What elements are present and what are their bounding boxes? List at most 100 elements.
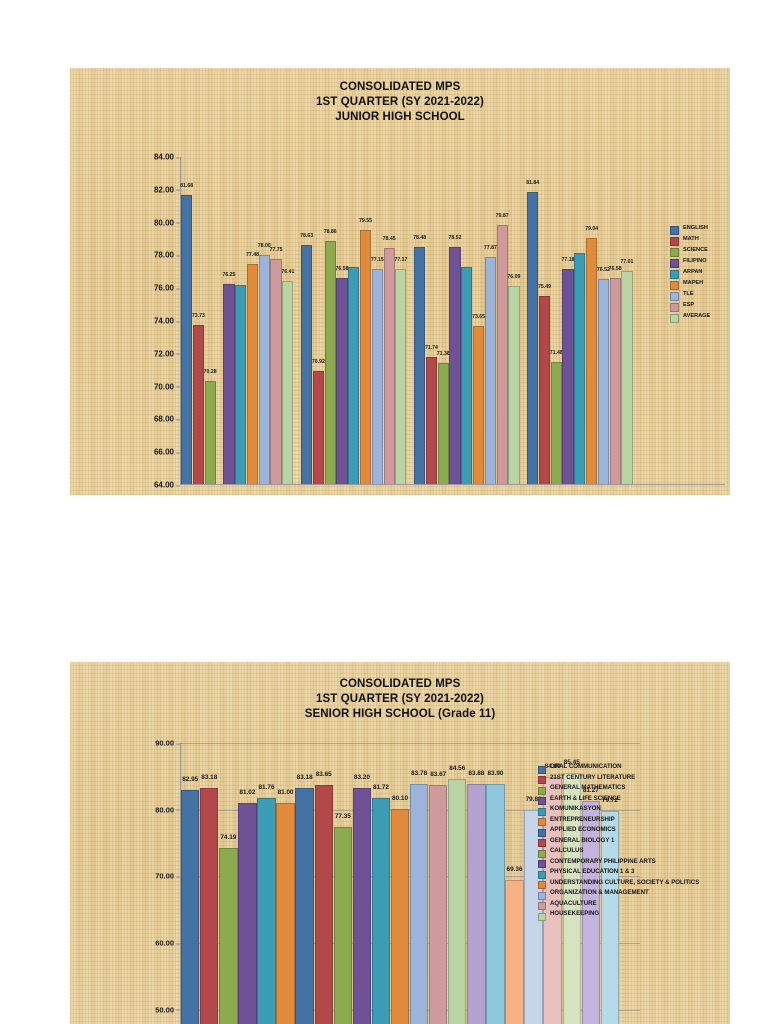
legend-item[interactable]: ORAL COMMUNICATION — [538, 763, 708, 774]
bar-slot[interactable]: 81.00 — [276, 743, 295, 1024]
bar[interactable] — [276, 802, 295, 1024]
bar-slot[interactable]: 76.58 — [609, 157, 622, 484]
bar[interactable] — [586, 238, 598, 484]
bar[interactable] — [352, 788, 372, 1024]
bar-slot[interactable]: 79.87 — [496, 157, 509, 484]
bar[interactable] — [581, 801, 601, 1024]
bar[interactable] — [508, 286, 520, 484]
bar-slot[interactable]: 83.90 — [486, 743, 505, 1024]
bar-slot[interactable]: 76.52 — [597, 157, 610, 484]
bar-slot[interactable]: 69.36 — [505, 743, 524, 1024]
bar[interactable] — [333, 827, 353, 1024]
bar[interactable] — [395, 268, 407, 484]
bar[interactable] — [414, 247, 426, 484]
bar[interactable] — [538, 296, 551, 484]
legend-item[interactable]: AVERAGE — [670, 313, 730, 323]
bar[interactable] — [621, 271, 633, 484]
bar[interactable] — [258, 255, 270, 484]
bar-slot[interactable]: 77.35 — [333, 743, 353, 1024]
bar[interactable] — [562, 268, 574, 484]
legend-item[interactable]: ENTREPRENEURSHIP — [538, 816, 708, 826]
bar[interactable] — [371, 798, 391, 1024]
bar[interactable] — [543, 776, 562, 1024]
bar[interactable] — [562, 773, 581, 1024]
bar-slot[interactable]: 76.25 — [222, 157, 235, 484]
bar-slot[interactable]: 71.38 — [437, 157, 450, 484]
bar-slot[interactable]: 76.41 — [281, 157, 294, 484]
bar-slot[interactable]: 70.92 — [312, 157, 325, 484]
bar[interactable] — [409, 784, 429, 1024]
bar[interactable] — [484, 257, 496, 484]
bar-slot[interactable]: 78.86 — [324, 157, 337, 484]
bar-slot[interactable]: 83.18 — [295, 743, 314, 1024]
bar[interactable] — [429, 785, 448, 1024]
bar[interactable] — [574, 253, 586, 484]
bar-slot[interactable] — [235, 157, 247, 484]
bar-slot[interactable]: 76.58 — [335, 157, 348, 484]
bar[interactable] — [472, 326, 485, 484]
bar-slot[interactable]: 79.55 — [359, 157, 372, 484]
bar-slot[interactable]: 78.00 — [258, 157, 271, 484]
bar[interactable] — [204, 381, 216, 484]
legend-item[interactable]: PHYSICAL EDUCATION 1 & 3 — [538, 868, 708, 879]
bar-slot[interactable]: 81.72 — [371, 743, 391, 1024]
legend-item[interactable]: KOMUNIKASYON — [538, 805, 708, 816]
bar[interactable] — [449, 246, 461, 484]
legend-item[interactable]: ARPAN — [670, 269, 730, 279]
bar[interactable] — [257, 797, 276, 1024]
bar-slot[interactable]: 81.76 — [257, 743, 276, 1024]
legend-item[interactable]: ENGLISH — [670, 225, 730, 235]
bar[interactable] — [238, 802, 257, 1024]
bar-slot[interactable]: 70.28 — [204, 157, 217, 484]
bar[interactable] — [192, 324, 204, 484]
bar-slot[interactable]: 81.84 — [526, 157, 539, 484]
bar[interactable] — [597, 279, 609, 484]
bar[interactable] — [609, 278, 621, 484]
bar[interactable] — [505, 880, 524, 1024]
bar-slot[interactable]: 83.88 — [467, 743, 486, 1024]
legend-item[interactable]: 21ST CENTURY LITERATURE — [538, 774, 708, 784]
bar[interactable] — [336, 278, 348, 484]
bar[interactable] — [200, 788, 219, 1024]
bar[interactable] — [324, 241, 336, 484]
bar[interactable] — [486, 783, 505, 1024]
bar-slot[interactable]: 71.48 — [550, 157, 563, 484]
legend-item[interactable]: ESP — [670, 302, 730, 312]
bar-slot[interactable]: 71.74 — [425, 157, 438, 484]
bar-slot[interactable]: 74.19 — [219, 743, 238, 1024]
bar-slot[interactable] — [574, 157, 586, 484]
legend-item[interactable]: TLE — [670, 291, 730, 301]
bar[interactable] — [181, 789, 200, 1024]
bar-slot[interactable]: 75.49 — [538, 157, 551, 484]
bar[interactable] — [425, 357, 438, 484]
bar-slot[interactable] — [461, 157, 473, 484]
bar-slot[interactable]: 77.15 — [371, 157, 384, 484]
bar[interactable] — [270, 259, 282, 484]
bar-slot[interactable]: 78.48 — [413, 157, 426, 484]
legend-item[interactable]: APPLIED ECONOMICS — [538, 826, 708, 837]
bar[interactable] — [235, 285, 247, 484]
bar-slot[interactable]: 77.17 — [394, 157, 407, 484]
bar[interactable] — [390, 808, 410, 1024]
legend-item[interactable]: MATH — [670, 236, 730, 246]
bar-slot[interactable]: 77.48 — [246, 157, 259, 484]
legend-item[interactable]: SCIENCE — [670, 247, 730, 257]
bar-slot[interactable]: 79.04 — [585, 157, 598, 484]
bar-slot[interactable]: 83.18 — [200, 743, 219, 1024]
bar-slot[interactable]: 78.63 — [300, 157, 313, 484]
bar-slot[interactable]: 83.65 — [314, 743, 333, 1024]
bar[interactable] — [600, 811, 620, 1024]
bar[interactable] — [223, 283, 235, 484]
legend-item[interactable]: ORGANIZATION & MANAGEMENT — [538, 889, 708, 900]
bar-slot[interactable]: 83.20 — [352, 743, 372, 1024]
bar[interactable] — [312, 370, 324, 484]
bar[interactable] — [181, 194, 193, 484]
legend-item[interactable]: GENERAL MATHEMATICS — [538, 784, 708, 795]
bar-slot[interactable]: 83.67 — [429, 743, 448, 1024]
legend-item[interactable]: MAPEH — [670, 280, 730, 290]
bar[interactable] — [246, 263, 259, 484]
bar[interactable] — [448, 779, 467, 1024]
bar-slot[interactable]: 77.01 — [620, 157, 633, 484]
bar-slot[interactable]: 81.02 — [238, 743, 257, 1024]
legend-item[interactable]: FILIPINO — [670, 258, 730, 268]
